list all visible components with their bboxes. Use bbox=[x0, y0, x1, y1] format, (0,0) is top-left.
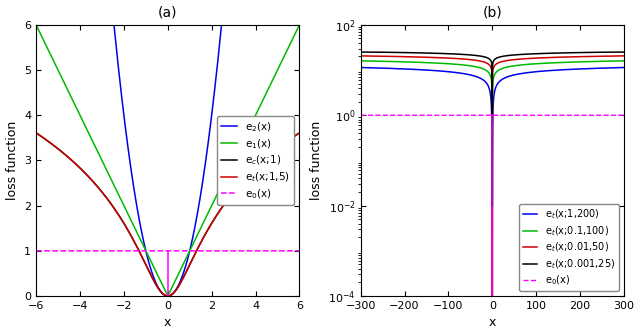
Line: e$_c$(x;1): e$_c$(x;1) bbox=[36, 133, 300, 296]
e$_0$(x) bbox=[291, 249, 298, 253]
e$_t$(x;0.1,100) bbox=[606, 59, 614, 63]
e$_t$(x;0.001,25) bbox=[620, 50, 628, 54]
e$_c$(x;1) bbox=[296, 131, 303, 135]
e$_1$(x) bbox=[291, 34, 298, 38]
e$_t$(x;0.001,25) bbox=[368, 50, 376, 54]
e$_c$(x;1) bbox=[291, 134, 298, 138]
e$_1$(x) bbox=[296, 23, 303, 27]
e$_1$(x) bbox=[164, 294, 172, 298]
e$_t$(x;1,5) bbox=[133, 245, 141, 249]
e$_t$(x;0.01,50) bbox=[356, 54, 364, 58]
e$_t$(x;1,200) bbox=[372, 66, 380, 70]
e$_0$(x) bbox=[62, 249, 70, 253]
e$_1$(x) bbox=[32, 23, 40, 27]
e$_t$(x;1,5) bbox=[164, 294, 172, 298]
e$_0$(x) bbox=[486, 113, 493, 117]
e$_0$(x) bbox=[408, 113, 416, 117]
e$_t$(x;1,200) bbox=[486, 87, 493, 91]
e$_1$(x) bbox=[145, 254, 152, 258]
e$_c$(x;1) bbox=[262, 156, 270, 160]
e$_1$(x) bbox=[78, 117, 86, 121]
e$_t$(x;1,5) bbox=[296, 131, 303, 135]
e$_0$(x) bbox=[368, 113, 376, 117]
e$_t$(x;0.01,50) bbox=[488, 294, 496, 298]
e$_0$(x) bbox=[32, 249, 40, 253]
e$_c$(x;1) bbox=[145, 268, 152, 272]
e$_0$(x) bbox=[372, 113, 380, 117]
e$_t$(x;0.001,25) bbox=[372, 50, 380, 54]
e$_t$(x;1,200) bbox=[356, 65, 364, 69]
e$_2$(x) bbox=[133, 206, 141, 210]
e$_2$(x) bbox=[164, 294, 172, 298]
e$_t$(x;1,200) bbox=[368, 66, 376, 70]
Y-axis label: loss function: loss function bbox=[310, 121, 323, 200]
e$_t$(x;1,200) bbox=[620, 65, 628, 69]
e$_t$(x;0.1,100) bbox=[408, 60, 416, 64]
e$_t$(x;0.01,50) bbox=[620, 54, 628, 58]
X-axis label: x: x bbox=[488, 317, 496, 329]
e$_t$(x;1,200) bbox=[408, 67, 416, 71]
e$_t$(x;1,5) bbox=[62, 153, 70, 157]
e$_t$(x;0.001,25) bbox=[606, 50, 614, 54]
e$_1$(x) bbox=[62, 85, 70, 89]
e$_2$(x) bbox=[145, 259, 152, 263]
e$_t$(x;1,5) bbox=[291, 134, 298, 138]
e$_t$(x;0.001,25) bbox=[488, 204, 496, 208]
e$_t$(x;1,5) bbox=[145, 268, 152, 272]
e$_0$(x) bbox=[78, 249, 86, 253]
e$_0$(x) bbox=[606, 113, 614, 117]
e$_c$(x;1) bbox=[164, 294, 172, 298]
e$_t$(x;0.01,50) bbox=[606, 54, 614, 58]
e$_t$(x;0.001,25) bbox=[486, 57, 493, 61]
Legend: e$_t$(x;1,200), e$_t$(x;0.1,100), e$_t$(x;0.01,50), e$_t$(x;0.001,25), e$_0$(x): e$_t$(x;1,200), e$_t$(x;0.1,100), e$_t$(… bbox=[518, 204, 619, 291]
e$_t$(x;1,5) bbox=[78, 168, 86, 172]
e$_0$(x) bbox=[145, 249, 152, 253]
Line: e$_t$(x;0.01,50): e$_t$(x;0.01,50) bbox=[360, 56, 624, 296]
e$_t$(x;0.001,25) bbox=[358, 50, 365, 54]
e$_c$(x;1) bbox=[32, 131, 40, 135]
e$_0$(x) bbox=[620, 113, 628, 117]
Line: e$_t$(x;0.1,100): e$_t$(x;0.1,100) bbox=[360, 61, 624, 335]
Line: e$_1$(x): e$_1$(x) bbox=[36, 25, 300, 296]
e$_t$(x;0.01,50) bbox=[372, 54, 380, 58]
e$_t$(x;0.1,100) bbox=[358, 59, 365, 63]
e$_c$(x;1) bbox=[133, 245, 141, 249]
e$_t$(x;0.01,50) bbox=[486, 63, 493, 67]
e$_t$(x;0.1,100) bbox=[368, 59, 376, 63]
Line: e$_2$(x): e$_2$(x) bbox=[36, 0, 300, 296]
Y-axis label: loss function: loss function bbox=[6, 121, 19, 200]
e$_t$(x;0.01,50) bbox=[408, 55, 416, 59]
Line: e$_t$(x;1,5): e$_t$(x;1,5) bbox=[36, 133, 300, 296]
Title: (a): (a) bbox=[158, 6, 177, 19]
e$_t$(x;0.001,25) bbox=[356, 50, 364, 54]
e$_t$(x;0.1,100) bbox=[486, 71, 493, 75]
e$_t$(x;1,5) bbox=[32, 131, 40, 135]
Title: (b): (b) bbox=[483, 6, 502, 19]
e$_t$(x;0.001,25) bbox=[408, 51, 416, 55]
e$_t$(x;0.01,50) bbox=[368, 54, 376, 58]
e$_0$(x) bbox=[356, 113, 364, 117]
e$_1$(x) bbox=[262, 92, 270, 96]
e$_t$(x;0.1,100) bbox=[620, 59, 628, 63]
e$_c$(x;1) bbox=[62, 153, 70, 157]
e$_0$(x) bbox=[133, 249, 141, 253]
e$_t$(x;0.1,100) bbox=[356, 59, 364, 63]
Line: e$_t$(x;1,200): e$_t$(x;1,200) bbox=[360, 67, 624, 335]
e$_t$(x;1,200) bbox=[358, 66, 365, 70]
X-axis label: x: x bbox=[164, 317, 172, 329]
e$_t$(x;0.1,100) bbox=[372, 59, 380, 63]
e$_t$(x;1,200) bbox=[606, 66, 614, 70]
e$_0$(x) bbox=[296, 249, 303, 253]
e$_c$(x;1) bbox=[78, 168, 86, 172]
e$_t$(x;0.01,50) bbox=[358, 54, 365, 58]
Legend: e$_2$(x), e$_1$(x), e$_c$(x;1), e$_t$(x;1,5), e$_0$(x): e$_2$(x), e$_1$(x), e$_c$(x;1), e$_t$(x;… bbox=[217, 116, 294, 205]
e$_t$(x;1,5) bbox=[262, 156, 270, 160]
Line: e$_t$(x;0.001,25): e$_t$(x;0.001,25) bbox=[360, 52, 624, 206]
e$_1$(x) bbox=[133, 231, 141, 235]
e$_0$(x) bbox=[262, 249, 269, 253]
e$_0$(x) bbox=[358, 113, 365, 117]
